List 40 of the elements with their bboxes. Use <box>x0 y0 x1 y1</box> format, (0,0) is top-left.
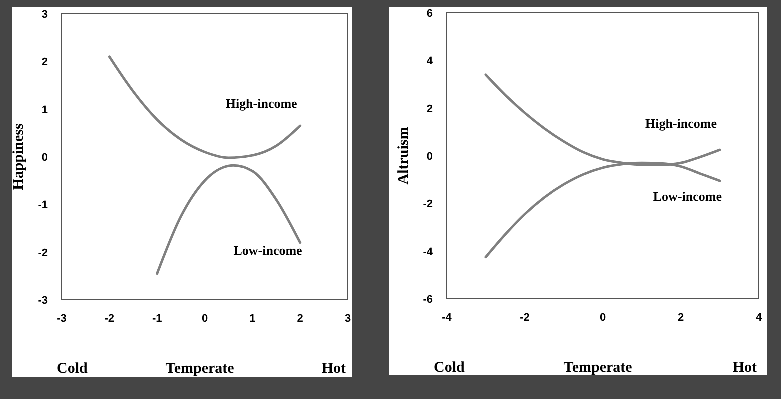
text: Temperate <box>564 360 633 376</box>
y-tick-label: -6 <box>423 294 433 306</box>
series-label: High-income <box>646 116 718 132</box>
text: Hot <box>322 361 346 377</box>
x-tick-label: 4 <box>756 312 763 324</box>
y-tick-label: 0 <box>426 151 433 163</box>
x-tick-label: -2 <box>104 313 115 325</box>
y-tick-label: -4 <box>423 246 434 258</box>
y-tick-label: 0 <box>42 152 48 164</box>
y-tick-label: 1 <box>42 104 48 116</box>
x-tick-label: -2 <box>520 312 530 324</box>
y-tick-label: -3 <box>38 295 48 307</box>
x-tick-label: 0 <box>600 312 606 324</box>
y-tick-label: -2 <box>423 198 433 211</box>
y-tick-label: 3 <box>42 9 48 21</box>
y-tick-label: 6 <box>426 8 433 20</box>
x-tick-label: 3 <box>344 313 352 325</box>
x-tick-label: 2 <box>297 313 304 325</box>
y-tick-label: 2 <box>426 103 433 116</box>
x-tick-label: 0 <box>202 313 208 325</box>
x-tick-label: 2 <box>678 312 684 324</box>
y-tick-label: 2 <box>42 56 48 69</box>
series-label: High-income <box>226 96 298 112</box>
y-axis-title: Altruism <box>396 126 412 185</box>
line-series <box>108 56 302 160</box>
series-label: Low-income <box>234 242 303 258</box>
text: Temperate <box>166 361 235 377</box>
y-tick-label: -2 <box>38 247 48 260</box>
x-tick-label: 1 <box>250 313 256 325</box>
y-tick-label: 4 <box>426 56 434 68</box>
y-tick-label: -1 <box>38 200 48 212</box>
x-tick-label: -1 <box>152 313 162 325</box>
y-axis-title: Happiness <box>11 123 27 190</box>
x-tick-label: -4 <box>442 312 453 324</box>
x-tick-label: -3 <box>57 313 67 325</box>
text: Cold <box>57 361 88 377</box>
text: Hot <box>732 360 757 376</box>
series-label: Low-income <box>653 189 722 204</box>
text: Cold <box>434 360 466 376</box>
line-series <box>156 164 302 276</box>
